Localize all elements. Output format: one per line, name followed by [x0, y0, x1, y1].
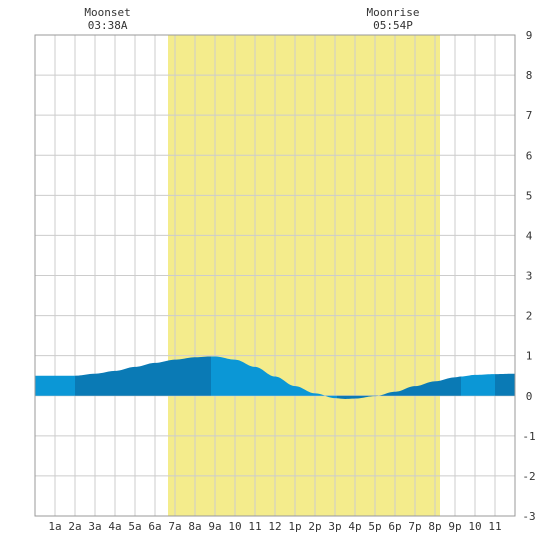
x-tick-label: 7p	[408, 520, 421, 533]
plot-frame	[34, 34, 516, 517]
tide-area-segment	[75, 356, 211, 396]
x-tick-label: 8p	[428, 520, 441, 533]
moonrise-time: 05:54P	[373, 19, 413, 32]
y-tick-label: -2	[522, 470, 535, 483]
y-tick-label: 3	[526, 270, 533, 283]
y-tick-label: -1	[522, 430, 535, 443]
tide-area-segment	[495, 373, 515, 396]
x-tick-label: 1a	[48, 520, 61, 533]
x-tick-label: 9p	[448, 520, 461, 533]
x-tick-label: 3a	[88, 520, 101, 533]
y-tick-label: 2	[526, 310, 533, 323]
moonset-time: 03:38A	[88, 19, 128, 32]
x-tick-label: 11	[248, 520, 261, 533]
tide-area-segment	[461, 374, 495, 396]
x-tick-label: 11	[488, 520, 501, 533]
x-tick-label: 12	[268, 520, 281, 533]
y-tick-label: 7	[526, 109, 533, 122]
tide-area-segment	[211, 356, 337, 399]
y-tick-label: 6	[526, 149, 533, 162]
tide-area-segment	[35, 375, 75, 396]
y-tick-label: -3	[522, 510, 535, 523]
x-tick-label: 6a	[148, 520, 161, 533]
moonrise-label: Moonrise	[367, 6, 420, 19]
x-tick-label: 4a	[108, 520, 121, 533]
tide-area-layer	[35, 356, 515, 399]
gridlines	[35, 35, 515, 516]
y-tick-label: 9	[526, 29, 533, 42]
x-tick-label: 10	[468, 520, 481, 533]
y-tick-label: 0	[526, 390, 533, 403]
y-tick-label: 1	[526, 350, 533, 363]
x-tick-label: 3p	[328, 520, 341, 533]
y-tick-label: 5	[526, 189, 533, 202]
x-tick-label: 5p	[368, 520, 381, 533]
x-tick-label: 8a	[188, 520, 201, 533]
y-tick-label: 4	[526, 229, 533, 242]
x-tick-label: 1p	[288, 520, 301, 533]
x-tick-label: 10	[228, 520, 241, 533]
tide-area-segment	[337, 376, 461, 399]
x-tick-label: 5a	[128, 520, 141, 533]
x-tick-label: 4p	[348, 520, 361, 533]
x-tick-label: 2p	[308, 520, 321, 533]
x-tick-label: 9a	[208, 520, 221, 533]
x-tick-label: 7a	[168, 520, 181, 533]
x-tick-label: 2a	[68, 520, 81, 533]
x-tick-label: 6p	[388, 520, 401, 533]
moonset-label: Moonset	[84, 6, 130, 19]
y-tick-label: 8	[526, 69, 533, 82]
